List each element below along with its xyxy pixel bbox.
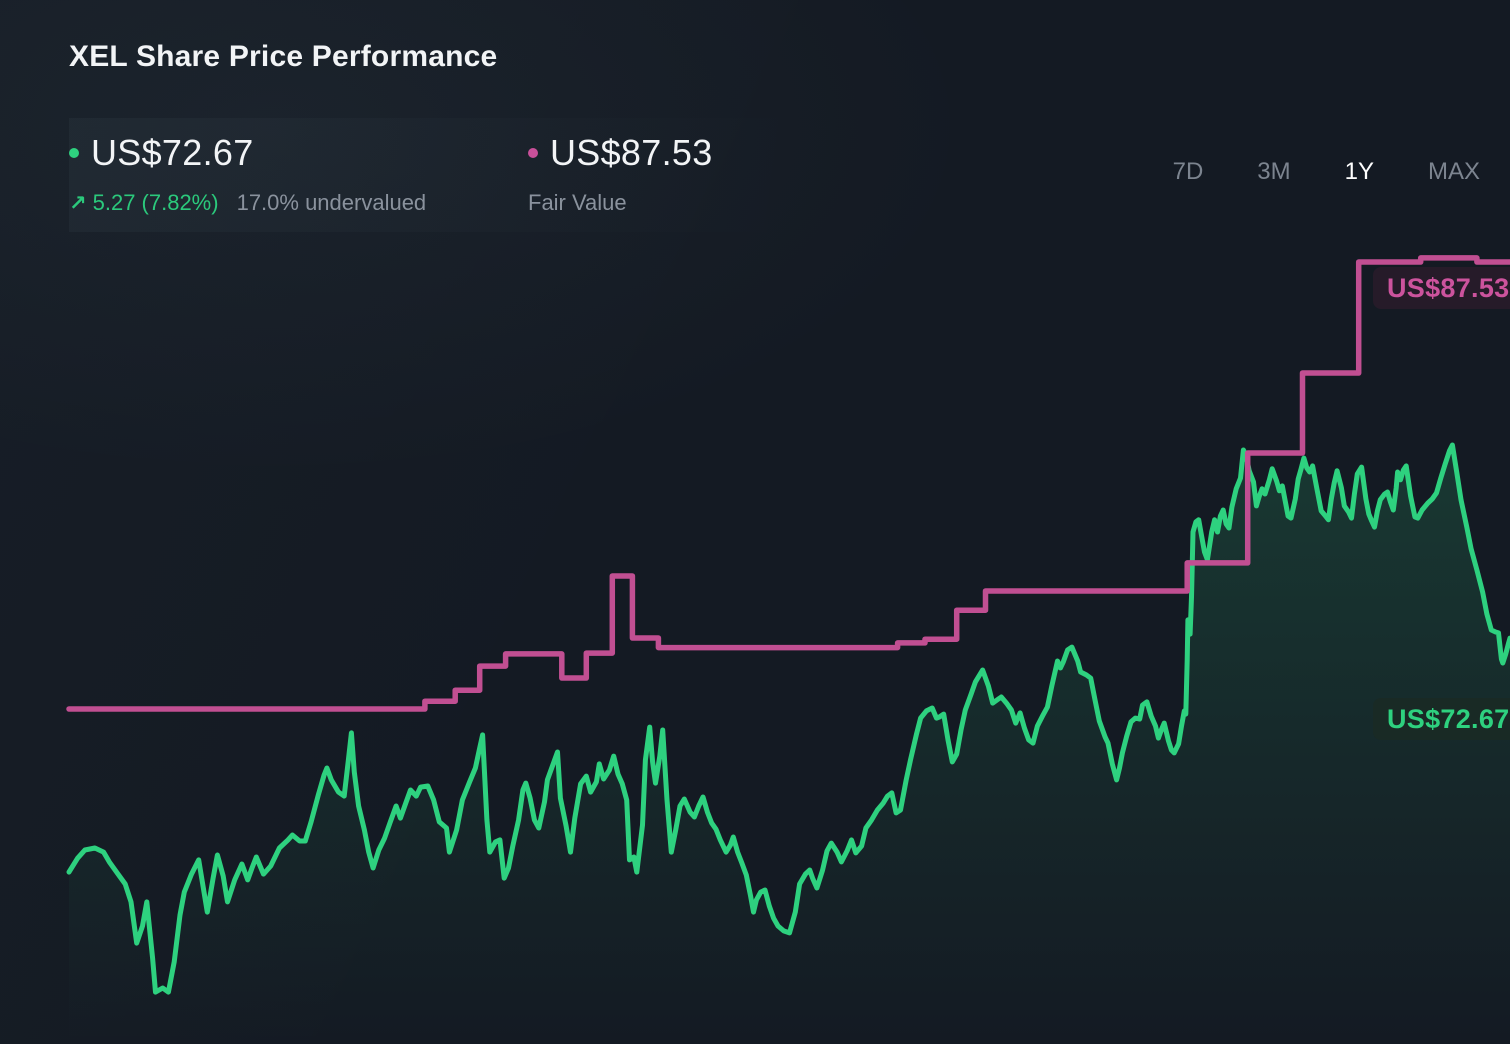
share-price-area [69, 445, 1510, 1044]
price-change: ↗ 5.27 (7.82%) [69, 190, 219, 216]
range-button-1y[interactable]: 1Y [1333, 152, 1386, 192]
fair-value-badge: US$87.53 [1373, 267, 1510, 309]
current-price-value: US$72.67 [91, 132, 254, 173]
fair-value-badge-text: US$87.53 [1387, 272, 1510, 303]
range-button-max[interactable]: MAX [1416, 152, 1492, 192]
share-price-badge-text: US$72.67 [1387, 703, 1510, 734]
chart-svg[interactable] [66, 230, 1510, 1044]
share-price-badge: US$72.67 [1373, 698, 1510, 740]
fair-value-stat: US$87.53 Fair Value [528, 130, 713, 216]
share-price-dot-icon [69, 148, 79, 158]
fair-value-line [66, 255, 1510, 712]
share-price-chart[interactable] [66, 230, 1510, 1044]
current-price-stat: US$72.67 ↗ 5.27 (7.82%) 17.0% undervalued [69, 130, 426, 216]
fair-value-value: US$87.53 [550, 132, 713, 173]
fair-value-label: Fair Value [528, 190, 627, 215]
undervalued-note: 17.0% undervalued [236, 190, 427, 215]
arrow-up-right-icon: ↗ [69, 191, 87, 215]
fair-value-dot-icon [528, 148, 538, 158]
range-button-3m[interactable]: 3M [1245, 152, 1302, 192]
price-change-text: 5.27 (7.82%) [92, 190, 219, 215]
share-price-line [66, 442, 1510, 995]
range-switcher: 7D 3M 1Y MAX [1161, 152, 1492, 192]
page-title: XEL Share Price Performance [69, 40, 498, 73]
range-button-7d[interactable]: 7D [1161, 152, 1216, 192]
